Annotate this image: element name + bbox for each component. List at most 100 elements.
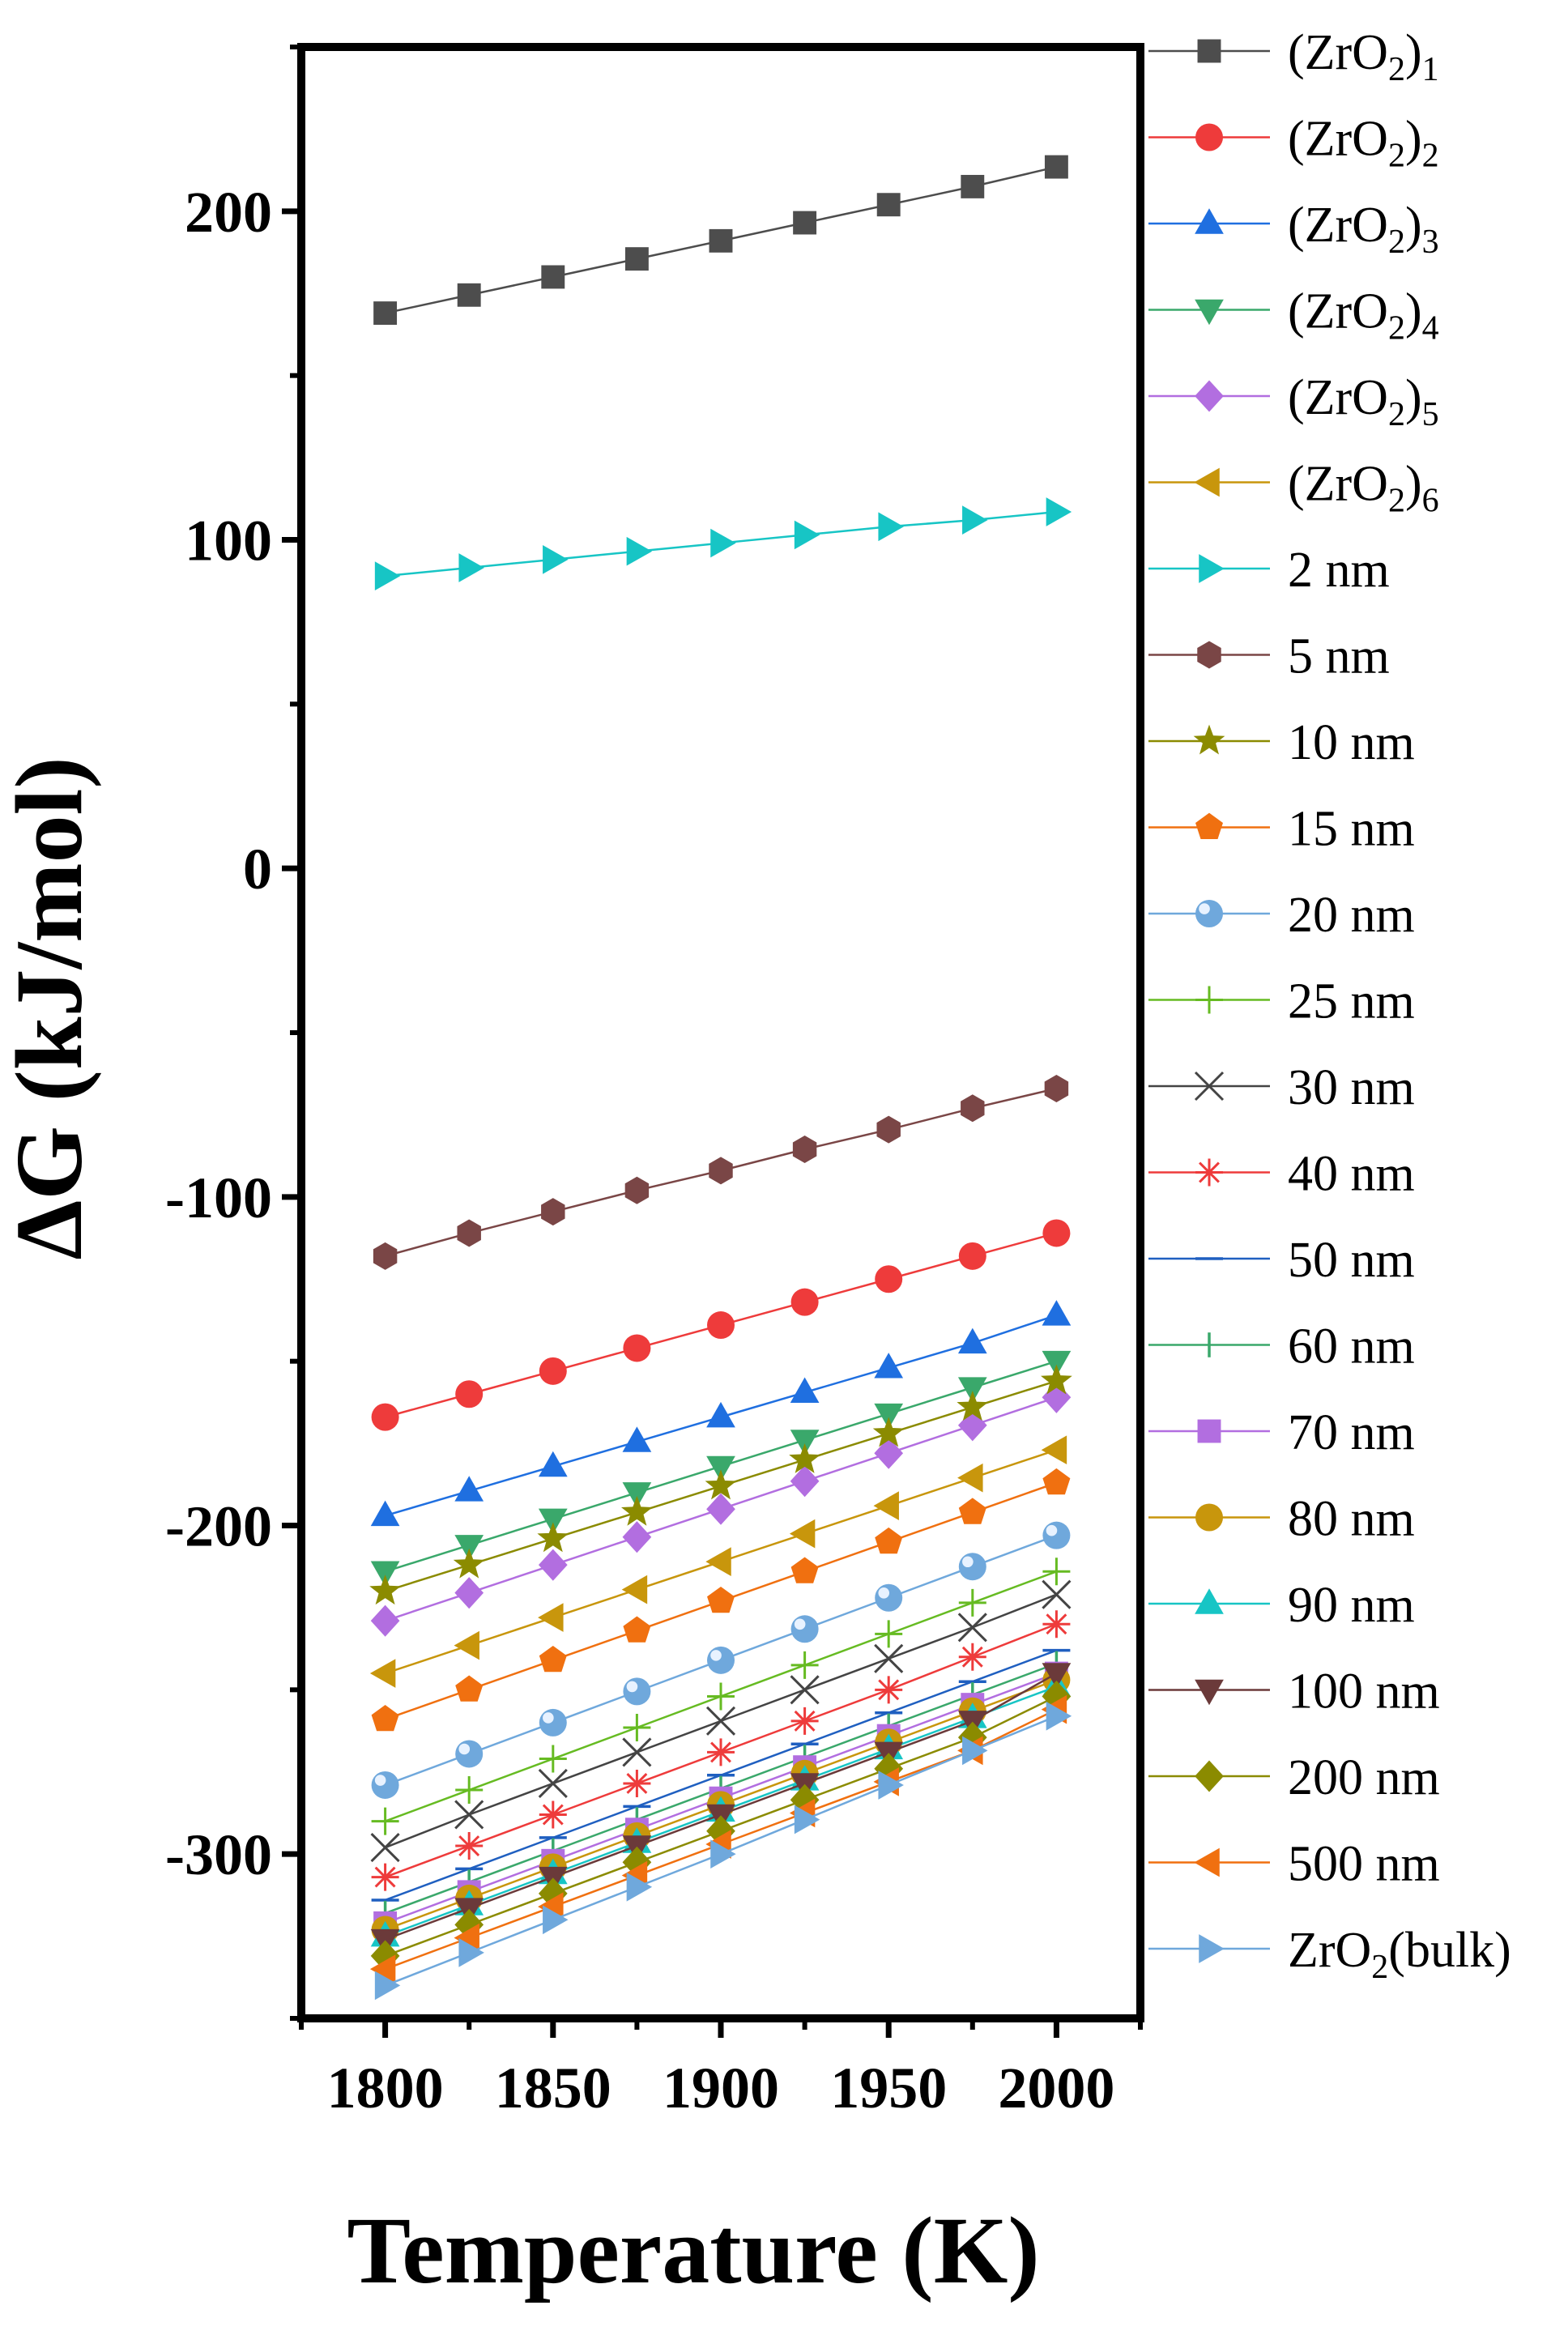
data-point-zro2-bulk-1850: [543, 1905, 569, 1935]
legend-entry-60-nm: 60 nm: [1148, 1319, 1415, 1374]
data-point-zro2-bulk-1925: [794, 1805, 820, 1835]
data-point-5-nm-1900: [709, 1157, 733, 1185]
data-point-10-nm-1875: [620, 1495, 653, 1526]
data-point-20-nm-1925-highlight: [794, 1618, 806, 1630]
series-10-nm: [369, 1364, 1072, 1605]
series-zro2-3: [370, 1300, 1072, 1527]
data-point-zro2-6-2000: [1041, 1435, 1067, 1465]
data-point-10-nm-1975: [957, 1391, 989, 1421]
legend-entry-2-nm: 2 nm: [1148, 543, 1390, 598]
legend-label-20-nm: 20 nm: [1288, 888, 1415, 943]
y-tick-label: -300: [165, 1822, 272, 1887]
legend-label-30-nm: 30 nm: [1288, 1060, 1415, 1115]
legend-entry-15-nm: 15 nm: [1148, 802, 1415, 857]
legend-marker-zro2-4: [1195, 299, 1224, 326]
series-zro2-1: [373, 155, 1068, 326]
data-point-2-nm-2000: [1046, 497, 1072, 526]
data-point-30-nm-1850: [538, 1768, 568, 1799]
data-point-25-nm-1900: [707, 1682, 735, 1711]
data-point-20-nm-1875-highlight: [626, 1681, 638, 1693]
legend-label-5-nm: 5 nm: [1288, 629, 1390, 684]
legend-marker-30-nm: [1194, 1071, 1225, 1102]
data-point-5-nm-1825: [457, 1219, 481, 1247]
series-15-nm: [371, 1468, 1071, 1732]
data-point-20-nm-1975-highlight: [962, 1556, 974, 1568]
data-point-25-nm-1850: [539, 1745, 567, 1773]
legend-label-zro2-2: (ZrO2)2: [1288, 112, 1439, 175]
y-tick-label: -200: [165, 1494, 272, 1559]
data-point-40-nm-1925: [790, 1707, 819, 1735]
legend-label-50-nm: 50 nm: [1288, 1233, 1415, 1288]
legend-marker-25-nm: [1195, 986, 1223, 1014]
legend-entry-40-nm: 40 nm: [1148, 1147, 1415, 1202]
data-point-zro2-6-1850: [538, 1603, 564, 1632]
data-point-zro2-2-1950: [875, 1265, 903, 1293]
data-point-zro2-2-1825: [455, 1380, 484, 1408]
data-point-zro2-2-1850: [539, 1357, 567, 1385]
data-point-2-nm-1825: [458, 553, 484, 582]
legend-label-zro2-6: (ZrO2)6: [1288, 457, 1439, 520]
data-point-zro2-6-1875: [621, 1575, 648, 1604]
data-point-25-nm-1925: [790, 1651, 819, 1679]
legend-marker-15-nm: [1195, 812, 1223, 839]
data-point-5-nm-2000: [1044, 1074, 1069, 1102]
data-point-30-nm-1900: [705, 1706, 736, 1736]
legend-entry-10-nm: 10 nm: [1148, 715, 1415, 770]
legend-marker-2-nm: [1199, 554, 1225, 583]
data-point-15-nm-1900: [707, 1586, 735, 1613]
data-point-zro2-5-1825: [454, 1577, 484, 1609]
legend-label-zro2-1: (ZrO2)1: [1288, 25, 1439, 88]
data-point-zro2-3-1950: [874, 1353, 904, 1379]
legend-entry-100-nm: 100 nm: [1148, 1664, 1440, 1719]
data-point-zro2-4-1800: [370, 1561, 400, 1587]
data-point-zro2-1-1800: [373, 301, 398, 326]
data-point-zro2-1-1850: [541, 265, 565, 289]
data-point-10-nm-1800: [369, 1575, 402, 1605]
data-point-40-nm-1950: [875, 1676, 903, 1704]
data-point-zro2-2-2000: [1042, 1219, 1071, 1247]
data-point-zro2-1-1950: [876, 193, 901, 217]
data-point-zro2-1-1975: [961, 174, 985, 198]
series-25-nm: [371, 1558, 1071, 1835]
legend-entry-5-nm: 5 nm: [1148, 629, 1390, 684]
data-point-zro2-bulk-2000: [1046, 1701, 1072, 1731]
data-point-25-nm-1800: [371, 1807, 399, 1835]
legend-entry-zro2-2: (ZrO2)2: [1148, 112, 1439, 175]
data-point-200-nm-1825: [454, 1908, 484, 1941]
data-point-zro2-4-2000: [1042, 1350, 1072, 1377]
data-point-20-nm-2000: [1042, 1521, 1071, 1549]
data-point-10-nm-1900: [705, 1469, 737, 1500]
data-point-zro2-3-1825: [454, 1476, 484, 1502]
data-point-zro2-bulk-1875: [626, 1872, 653, 1902]
data-point-zro2-6-1800: [369, 1659, 396, 1688]
data-point-15-nm-1875: [623, 1616, 651, 1643]
data-point-5-nm-1875: [624, 1176, 650, 1204]
legend-marker-500-nm: [1194, 1847, 1220, 1877]
data-point-zro2-1-2000: [1044, 155, 1068, 179]
data-point-30-nm-1800: [370, 1832, 400, 1863]
legend-label-40-nm: 40 nm: [1288, 1147, 1415, 1202]
data-point-2-nm-1925: [794, 520, 820, 550]
series-40-nm: [371, 1610, 1071, 1891]
data-point-zro2-1-1925: [793, 211, 817, 235]
data-point-25-nm-1975: [958, 1588, 986, 1617]
axes: -300 -200 -100 0 100 200 1800 1850 1900 1950 2000: [165, 43, 1144, 2120]
y-tick-label: -100: [165, 1166, 272, 1230]
x-axis-title: Temperature (K): [347, 2197, 1039, 2303]
legend-marker-70-nm: [1197, 1419, 1221, 1443]
data-point-zro2-2-1975: [958, 1242, 986, 1270]
data-point-zro2-bulk-1800: [374, 1971, 401, 2001]
legend-entry-20-nm: 20 nm: [1148, 888, 1415, 943]
data-point-25-nm-2000: [1042, 1558, 1071, 1586]
data-point-zro2-6-1900: [705, 1547, 731, 1576]
legend-entry-zro2-6: (ZrO2)6: [1148, 457, 1439, 520]
data-point-25-nm-1825: [455, 1776, 484, 1805]
y-axis-title: ΔG (kJ/mol): [0, 756, 102, 1259]
data-point-20-nm-1900: [707, 1646, 735, 1674]
legend-entry-zro2-bulk: ZrO2(bulk): [1148, 1923, 1511, 1986]
x-tick-label: 2000: [998, 2056, 1114, 2120]
data-point-100-nm-2000: [1042, 1663, 1072, 1689]
data-point-40-nm-1850: [539, 1800, 567, 1829]
data-point-zro2-5-1975: [957, 1409, 987, 1442]
